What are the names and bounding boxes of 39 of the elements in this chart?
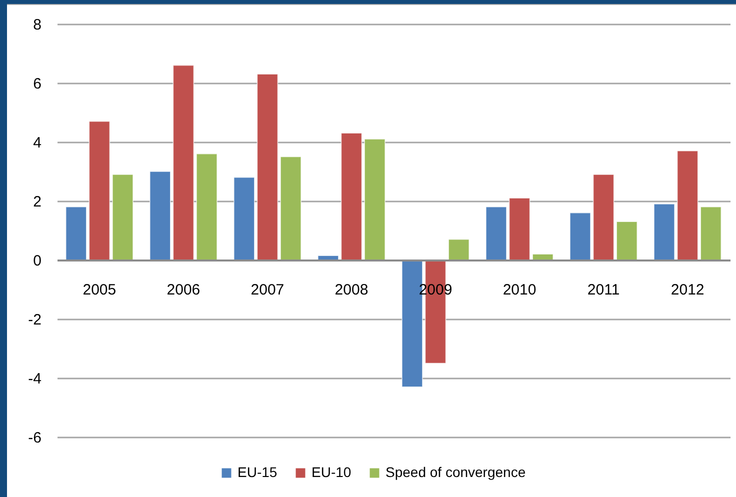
y-tick-label: 0: [33, 252, 42, 270]
legend-label: Speed of convergence: [386, 464, 526, 480]
y-tick-label: 2: [33, 194, 42, 210]
y-tick-label: 6: [33, 76, 42, 92]
bar: [340, 132, 362, 260]
bar: [486, 206, 507, 260]
bar: [196, 153, 218, 260]
y-tick-label: -6: [28, 430, 42, 446]
bar: [112, 174, 134, 260]
bar: [149, 171, 171, 260]
bar: [570, 212, 591, 260]
bar: [256, 74, 278, 260]
bar: [654, 204, 675, 260]
bar: [448, 238, 470, 260]
bar: [364, 138, 386, 260]
legend-label: EU-15: [238, 464, 278, 480]
x-tick-label: 2005: [82, 282, 116, 298]
x-tick-label: 2006: [166, 282, 200, 298]
x-tick-label: 2007: [250, 282, 284, 298]
x-tick-label: 2012: [670, 282, 704, 298]
bar: [592, 174, 614, 260]
bar: [234, 177, 255, 260]
x-tick-label: 2011: [587, 282, 620, 298]
y-tick-label: 4: [33, 134, 42, 152]
legend-label: EU-10: [312, 464, 352, 480]
y-tick-label: 8: [33, 16, 42, 34]
bar: [280, 156, 302, 260]
bar: [700, 206, 722, 260]
y-tick-label: -4: [28, 370, 42, 388]
bar: [88, 120, 110, 260]
x-tick-label: 2010: [502, 282, 536, 298]
bar: [65, 206, 87, 260]
x-tick-label: 2008: [334, 282, 368, 298]
bar: [172, 64, 194, 260]
bar: [532, 254, 554, 260]
bar: [508, 198, 530, 260]
bar: [616, 221, 638, 260]
bar: [676, 150, 698, 260]
y-tick-label: -2: [28, 312, 42, 328]
